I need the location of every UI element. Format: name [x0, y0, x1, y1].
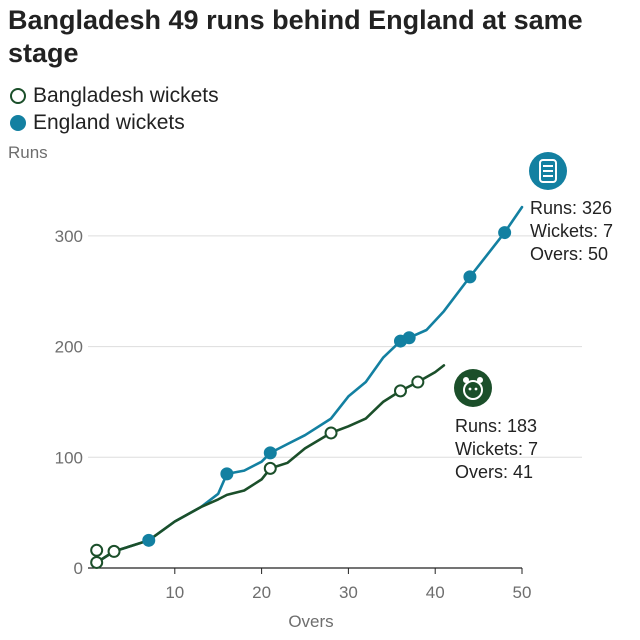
wicket-marker-england-1 — [142, 533, 156, 547]
annotation-bangladesh-wickets: Wickets: 7 — [455, 439, 538, 459]
y-axis-label: Runs — [8, 143, 48, 162]
x-tick-label-10: 10 — [165, 583, 184, 602]
wicket-marker-bangladesh-5 — [324, 426, 338, 440]
y-tick-label-300: 300 — [55, 227, 83, 246]
legend-item-bangladesh: Bangladesh wickets — [10, 82, 219, 109]
annotation-bangladesh-overs: Overs: 41 — [455, 462, 533, 482]
wicket-marker-bangladesh-1 — [90, 555, 104, 569]
legend-label-england: England wickets — [33, 110, 185, 134]
wicket-marker-england-7 — [498, 226, 512, 240]
wicket-marker-england-2 — [220, 467, 234, 481]
wicket-marker-bangladesh-7 — [411, 375, 425, 389]
y-tick-label-100: 100 — [55, 448, 83, 467]
x-tick-label-40: 40 — [426, 583, 445, 602]
y-tick-label-200: 200 — [55, 338, 83, 357]
annotation-bangladesh-runs: Runs: 183 — [455, 416, 537, 436]
x-axis-label: Overs — [288, 612, 333, 631]
legend-item-england: England wickets — [10, 109, 219, 136]
wicket-marker-england-6 — [463, 270, 477, 284]
england-crest-icon — [529, 152, 567, 190]
annotation-england-overs: Overs: 50 — [530, 244, 608, 264]
x-tick-label-50: 50 — [513, 583, 532, 602]
legend: Bangladesh wickets England wickets — [10, 82, 219, 136]
wicket-marker-bangladesh-4 — [263, 461, 277, 475]
open-circle-icon — [10, 87, 26, 104]
x-tick-label-20: 20 — [252, 583, 271, 602]
chart-title: Bangladesh 49 runs behind England at sam… — [8, 5, 583, 68]
wicket-marker-bangladesh-2 — [90, 543, 104, 557]
x-tick-label-30: 30 — [339, 583, 358, 602]
wicket-marker-england-3 — [263, 446, 277, 460]
annotation-england-wickets: Wickets: 7 — [530, 221, 613, 241]
bangladesh-tiger-icon — [454, 369, 492, 407]
annotation-england-runs: Runs: 326 — [530, 198, 612, 218]
y-tick-label-0: 0 — [74, 559, 83, 578]
wicket-marker-bangladesh-3 — [107, 544, 121, 558]
wicket-marker-england-5 — [402, 331, 416, 345]
filled-circle-icon — [10, 114, 26, 131]
legend-label-bangladesh: Bangladesh wickets — [33, 83, 219, 107]
wicket-marker-bangladesh-6 — [393, 384, 407, 398]
